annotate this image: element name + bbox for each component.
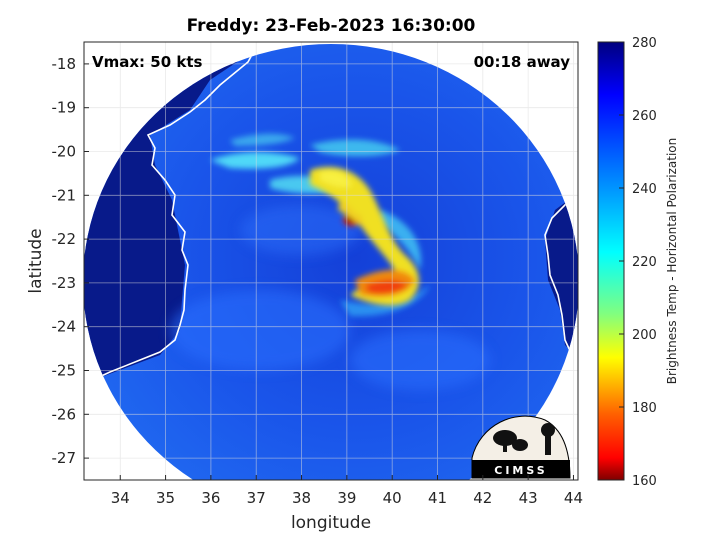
y-tick-label: -24 xyxy=(52,318,77,336)
colorbar-tick-label: 220 xyxy=(632,255,657,270)
y-axis-ticks: -18 -19 -20 -21 -22 -23 -24 -25 -26 -27 xyxy=(52,55,89,467)
colorbar-tick-label: 180 xyxy=(632,401,657,416)
land-madagascar xyxy=(545,150,578,380)
y-tick-label: -19 xyxy=(52,99,77,117)
eyewall-convection xyxy=(310,166,420,306)
cimss-logo: CIMSS xyxy=(471,415,571,479)
x-tick-label: 39 xyxy=(337,489,356,507)
y-tick-label: -26 xyxy=(52,405,77,423)
grid xyxy=(84,42,578,480)
vmax-label: Vmax: 50 kts xyxy=(92,53,202,71)
y-tick-label: -25 xyxy=(52,362,77,380)
x-tick-label: 38 xyxy=(292,489,311,507)
time-away-label: 00:18 away xyxy=(474,53,571,71)
colorbar-tick-label: 280 xyxy=(632,36,657,51)
colorbar-ticks: 280 260 240 220 200 180 160 xyxy=(619,36,657,489)
x-axis-label: longitude xyxy=(291,513,371,533)
colorbar-label: Brightness Temp - Horizontal Polarizatio… xyxy=(665,138,679,385)
coastline-east xyxy=(544,184,578,369)
y-tick-label: -27 xyxy=(52,449,77,467)
x-tick-label: 40 xyxy=(383,489,402,507)
y-tick-label: -23 xyxy=(52,274,77,292)
x-tick-label: 36 xyxy=(201,489,220,507)
colorbar-tick-label: 160 xyxy=(632,474,657,489)
x-tick-label: 42 xyxy=(473,489,492,507)
x-tick-label: 41 xyxy=(428,489,447,507)
x-tick-label: 43 xyxy=(519,489,538,507)
x-axis-ticks: 34 35 36 37 38 39 40 41 42 43 44 xyxy=(111,475,583,507)
y-tick-label: -18 xyxy=(52,55,77,73)
y-tick-label: -22 xyxy=(52,230,77,248)
colorbar-tick-label: 240 xyxy=(632,182,657,197)
x-tick-label: 34 xyxy=(111,489,130,507)
x-tick-label: 37 xyxy=(247,489,266,507)
y-tick-label: -21 xyxy=(52,186,77,204)
y-axis-label: latitude xyxy=(26,228,46,293)
logo-text: CIMSS xyxy=(494,464,547,477)
x-tick-label: 44 xyxy=(564,489,583,507)
plot-frame xyxy=(83,41,579,481)
colorbar-tick-label: 200 xyxy=(632,328,657,343)
colorbar-tick-label: 260 xyxy=(632,109,657,124)
chart-title: Freddy: 23-Feb-2023 16:30:00 xyxy=(187,16,476,36)
x-tick-label: 35 xyxy=(156,489,175,507)
y-tick-label: -20 xyxy=(52,143,77,161)
